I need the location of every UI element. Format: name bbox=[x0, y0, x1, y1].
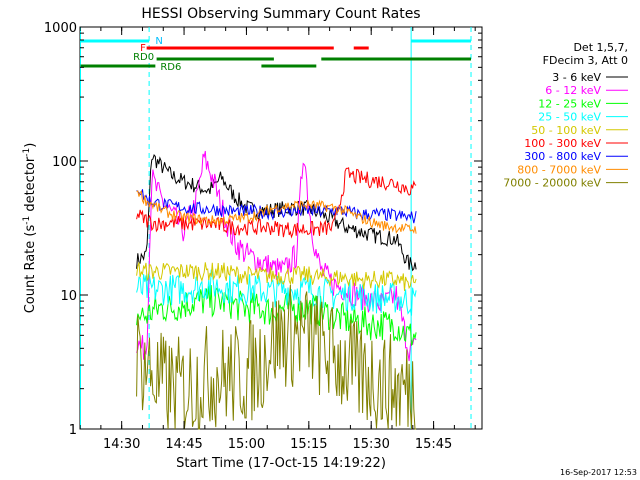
series-layer bbox=[136, 150, 417, 430]
legend-header-2: FDecim 3, Att 0 bbox=[543, 54, 628, 67]
x-tick-label-1: 14:45 bbox=[165, 437, 202, 452]
legend-label-6: 300 - 800 keV bbox=[524, 150, 601, 163]
footer-timestamp: 16-Sep-2017 12:53 bbox=[560, 468, 637, 477]
legend-label-7: 800 - 7000 keV bbox=[517, 163, 601, 176]
flag-label-rd6: RD6 bbox=[160, 62, 181, 73]
series-line-3 bbox=[136, 269, 417, 316]
y-axis-label-end: ) bbox=[23, 143, 38, 148]
series-line-0 bbox=[136, 153, 417, 272]
y-tick-label-1: 10 bbox=[60, 289, 77, 304]
legend-label-3: 25 - 50 keV bbox=[538, 111, 601, 124]
series-line-8 bbox=[136, 284, 417, 430]
flag-label-night: N bbox=[155, 36, 162, 47]
y-tick-label-3: 1000 bbox=[44, 21, 77, 36]
x-tick-label-4: 15:30 bbox=[352, 437, 389, 452]
y-tick-label-0: 1 bbox=[69, 423, 77, 438]
chart-title: HESSI Observing Summary Count Rates bbox=[141, 6, 420, 22]
y-axis-label-mid: detector bbox=[23, 156, 38, 216]
legend-label-1: 6 - 12 keV bbox=[545, 84, 601, 97]
y-tick-label-2: 100 bbox=[52, 155, 77, 170]
y-axis-label-sup2: -1 bbox=[22, 148, 32, 157]
x-tick-label-2: 15:00 bbox=[228, 437, 265, 452]
y-axis-label-sup1: -1 bbox=[22, 216, 32, 225]
x-axis-label: Start Time (17-Oct-15 14:19:22) bbox=[176, 456, 386, 471]
legend-label-5: 100 - 300 keV bbox=[524, 137, 601, 150]
flag-label-flare: F bbox=[140, 43, 146, 54]
x-axis-ticks: 14:30 14:45 15:00 15:15 15:30 15:45 bbox=[79, 27, 476, 452]
legend-header-1: Det 1,5,7, bbox=[573, 41, 628, 54]
vertical-lines bbox=[79, 27, 472, 429]
x-tick-label-3: 15:15 bbox=[290, 437, 327, 452]
x-tick-label-0: 14:30 bbox=[103, 437, 140, 452]
plot-frame bbox=[79, 26, 483, 430]
y-axis-ticks: 1 10 100 1000 bbox=[44, 21, 482, 438]
legend-label-8: 7000 - 20000 keV bbox=[503, 177, 601, 190]
series-line-4 bbox=[136, 262, 417, 291]
legend-label-4: 50 - 100 keV bbox=[531, 124, 601, 137]
flag-label-rd0: RD0 bbox=[133, 52, 154, 63]
x-tick-label-5: 15:45 bbox=[415, 437, 452, 452]
y-axis-label: Count Rate (s-1 detector-1) bbox=[22, 143, 38, 314]
y-axis-label-main: Count Rate (s bbox=[23, 225, 38, 314]
series-line-7 bbox=[136, 190, 417, 234]
legend-label-2: 12 - 25 keV bbox=[538, 97, 601, 110]
legend-label-0: 3 - 6 keV bbox=[552, 71, 601, 84]
